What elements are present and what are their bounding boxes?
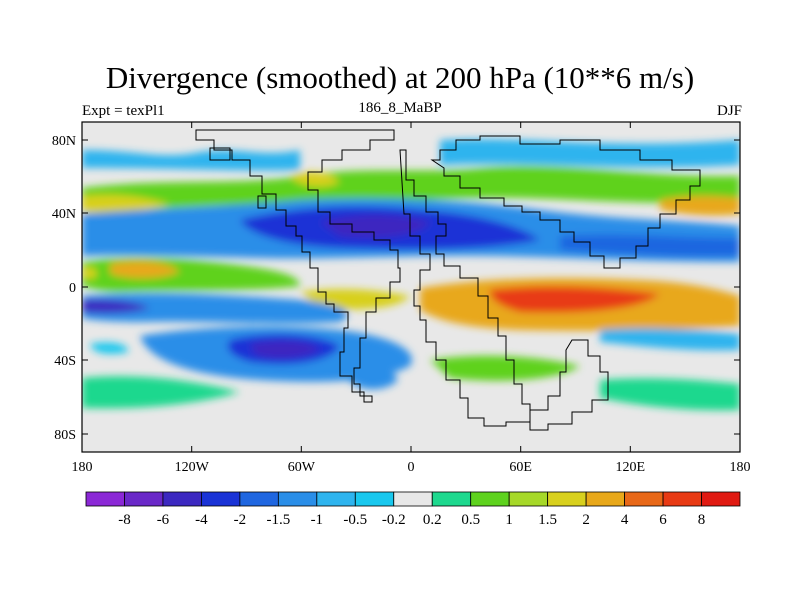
- lat-tick-label: 40N: [52, 207, 76, 222]
- colorbar-label: -0.2: [382, 512, 406, 528]
- colorbar-swatch: [624, 491, 664, 507]
- colorbar-label: 2: [582, 512, 590, 528]
- lon-tick-label: 60W: [288, 460, 316, 475]
- colorbar-swatch: [508, 491, 549, 507]
- colorbar-swatch: [162, 491, 202, 507]
- coastline: [195, 129, 401, 403]
- colorbar-swatch: [85, 491, 125, 507]
- lon-tick-label: 180: [730, 460, 751, 475]
- colorbar-label: 1: [505, 512, 513, 528]
- colorbar-swatch: [547, 491, 587, 507]
- colorbar-swatch: [393, 491, 433, 507]
- colorbar-swatch: [239, 491, 279, 507]
- lat-tick-label: 80S: [54, 428, 76, 443]
- experiment-label: Expt = texPl1: [82, 103, 165, 119]
- colorbar-label: -8: [118, 512, 131, 528]
- lon-tick-label: 120W: [175, 460, 210, 475]
- lat-tick-label: 80N: [52, 134, 76, 149]
- colorbar-label: -6: [157, 512, 170, 528]
- season-label: DJF: [716, 103, 742, 119]
- colorbar-swatch: [662, 491, 702, 507]
- lat-tick-label: 40S: [54, 354, 76, 369]
- colorbar-label: 0.2: [423, 512, 442, 528]
- colorbar-label: 8: [698, 512, 706, 528]
- colorbar-label: 6: [659, 512, 667, 528]
- colorbar-label: -4: [195, 512, 208, 528]
- colorbar-label: -1: [311, 512, 324, 528]
- divergence-field: [82, 122, 740, 452]
- latitude-ticks: 80N 40N 0 40S 80S: [52, 134, 740, 443]
- colorbar-label: 0.5: [461, 512, 480, 528]
- colorbar-swatch: [431, 491, 472, 507]
- colorbar-label: -2: [234, 512, 247, 528]
- colorbar: -8 -6 -4 -2 -1.5 -1 -0.5 -0.2 0.2 0.5 1 1.5 2 4 6 8: [85, 491, 741, 528]
- colorbar-swatch: [124, 491, 164, 507]
- colorbar-swatch: [701, 491, 741, 507]
- colorbar-swatch: [316, 491, 356, 507]
- lon-tick-label: 0: [408, 460, 415, 475]
- case-label: 186_8_MaBP: [358, 100, 442, 116]
- colorbar-swatch: [354, 491, 395, 507]
- colorbar-swatch: [585, 491, 625, 507]
- colorbar-label: 4: [621, 512, 629, 528]
- colorbar-swatch: [470, 491, 510, 507]
- lon-tick-label: 60E: [509, 460, 532, 475]
- colorbar-label: -1.5: [266, 512, 290, 528]
- lon-tick-label: 120E: [616, 460, 646, 475]
- colorbar-label: -0.5: [343, 512, 367, 528]
- coastline-eurasia-africa: [209, 135, 701, 431]
- colorbar-label: 1.5: [538, 512, 557, 528]
- colorbar-swatch: [201, 491, 241, 507]
- lon-tick-label: 180: [72, 460, 93, 475]
- colorbar-swatch: [277, 491, 318, 507]
- map-title: Divergence (smoothed) at 200 hPa (10**6 …: [105, 60, 695, 95]
- lat-tick-label: 0: [69, 281, 76, 296]
- longitude-ticks: 180 120W 60W 0 60E 120E 180: [72, 122, 751, 475]
